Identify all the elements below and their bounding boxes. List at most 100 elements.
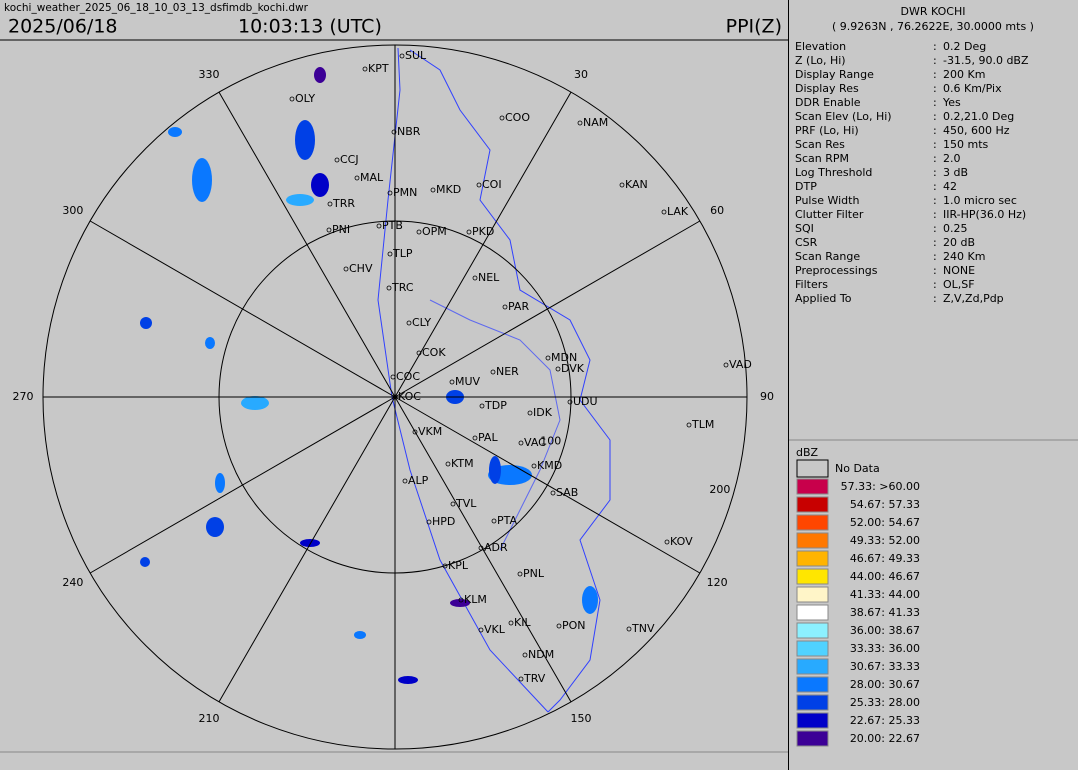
info-key: Filters <box>795 278 828 291</box>
info-sep: : <box>933 166 937 179</box>
station-marker <box>626 626 632 632</box>
station-label: MKD <box>436 183 461 196</box>
station-marker <box>527 410 533 416</box>
station-marker <box>376 223 382 229</box>
info-sep: : <box>933 292 937 305</box>
station-marker <box>619 182 625 188</box>
info-key: CSR <box>795 236 818 249</box>
station-marker <box>399 53 405 59</box>
info-sep: : <box>933 264 937 277</box>
station-marker <box>386 285 392 291</box>
station-marker <box>522 652 528 658</box>
station-marker <box>472 275 478 281</box>
info-sep: : <box>933 40 937 53</box>
info-value: NONE <box>943 264 975 277</box>
legend-swatch <box>796 712 829 729</box>
legend-label: 54.67: 57.33 <box>850 498 920 511</box>
echo <box>354 631 366 639</box>
legend-label: 57.33: >60.00 <box>841 480 920 493</box>
station-marker <box>508 620 514 626</box>
spoke <box>218 396 396 703</box>
station-label: PTB <box>382 219 403 232</box>
station-label: IDK <box>533 406 553 419</box>
info-sep: : <box>933 82 937 95</box>
station-label: CLY <box>412 316 431 329</box>
station-label: NEL <box>478 271 500 284</box>
legend-title: dBZ <box>796 446 819 459</box>
station-label: NDM <box>528 648 554 661</box>
info-key: Scan Range <box>795 250 860 263</box>
azimuth-label: 300 <box>62 204 83 217</box>
info-key: Log Threshold <box>795 166 872 179</box>
station-label: COO <box>505 111 530 124</box>
info-sep: : <box>933 222 937 235</box>
station-marker <box>518 676 524 682</box>
station-marker <box>555 366 561 372</box>
station-label: OLY <box>295 92 315 105</box>
station-marker <box>390 374 396 380</box>
station-marker <box>723 362 729 368</box>
azimuth-label: 270 <box>13 390 34 403</box>
legend-label: 41.33: 44.00 <box>850 588 920 601</box>
info-sep: : <box>933 138 937 151</box>
station-marker <box>556 623 562 629</box>
station-marker <box>426 519 432 525</box>
info-value: 42 <box>943 180 957 193</box>
precipitation <box>140 67 598 684</box>
legend-label: 25.33: 28.00 <box>850 696 920 709</box>
echo <box>311 173 329 197</box>
legend-swatch <box>796 730 829 747</box>
info-key: DDR Enable <box>795 96 861 109</box>
info-sep: : <box>933 54 937 67</box>
station-marker <box>430 187 436 193</box>
spoke <box>394 396 701 574</box>
azimuth-label: 90 <box>760 390 774 403</box>
station-label: ALP <box>408 474 429 487</box>
echo <box>206 517 224 537</box>
station-label: PMN <box>393 186 417 199</box>
legend-swatch <box>796 532 829 549</box>
station-marker <box>478 627 484 633</box>
spoke <box>394 91 572 398</box>
legend-label: 20.00: 22.67 <box>850 732 920 745</box>
station-marker <box>479 403 485 409</box>
echo <box>300 539 320 547</box>
station-marker <box>449 379 455 385</box>
station-marker <box>545 355 551 361</box>
station-marker <box>518 440 524 446</box>
station-marker <box>499 115 505 121</box>
info-key: Display Range <box>795 68 874 81</box>
info-value: Z,V,Zd,Pdp <box>943 292 1004 305</box>
azimuth-label: 150 <box>571 712 592 725</box>
info-key: Elevation <box>795 40 846 53</box>
station-marker <box>531 463 537 469</box>
info-value: IIR-HP(36.0 Hz) <box>943 208 1026 221</box>
station-label: KTM <box>451 457 474 470</box>
station-marker <box>416 229 422 235</box>
info-value: 200 Km <box>943 68 985 81</box>
station-marker <box>416 350 422 356</box>
azimuth-label: 240 <box>62 576 83 589</box>
station-marker <box>387 190 393 196</box>
station-label: CCJ <box>340 153 359 166</box>
range-label: 200 <box>709 483 730 496</box>
info-value: 1.0 micro sec <box>943 194 1017 207</box>
station-marker <box>458 597 464 603</box>
info-value: 3 dB <box>943 166 968 179</box>
station-marker <box>445 461 451 467</box>
station-label: KIL <box>514 616 531 629</box>
info-key: Scan Res <box>795 138 845 151</box>
station-label: OPM <box>422 225 447 238</box>
azimuth-label: 330 <box>199 68 220 81</box>
azimuth-label: 210 <box>199 712 220 725</box>
info-key: SQI <box>795 222 814 235</box>
station-label: VKL <box>484 623 506 636</box>
legend-swatch <box>796 622 829 639</box>
station-label: SAB <box>556 486 578 499</box>
echo <box>241 396 269 410</box>
station-label: PNL <box>523 567 545 580</box>
legend-swatch <box>796 550 829 567</box>
station-marker <box>567 399 573 405</box>
station-label: TRR <box>332 197 355 210</box>
